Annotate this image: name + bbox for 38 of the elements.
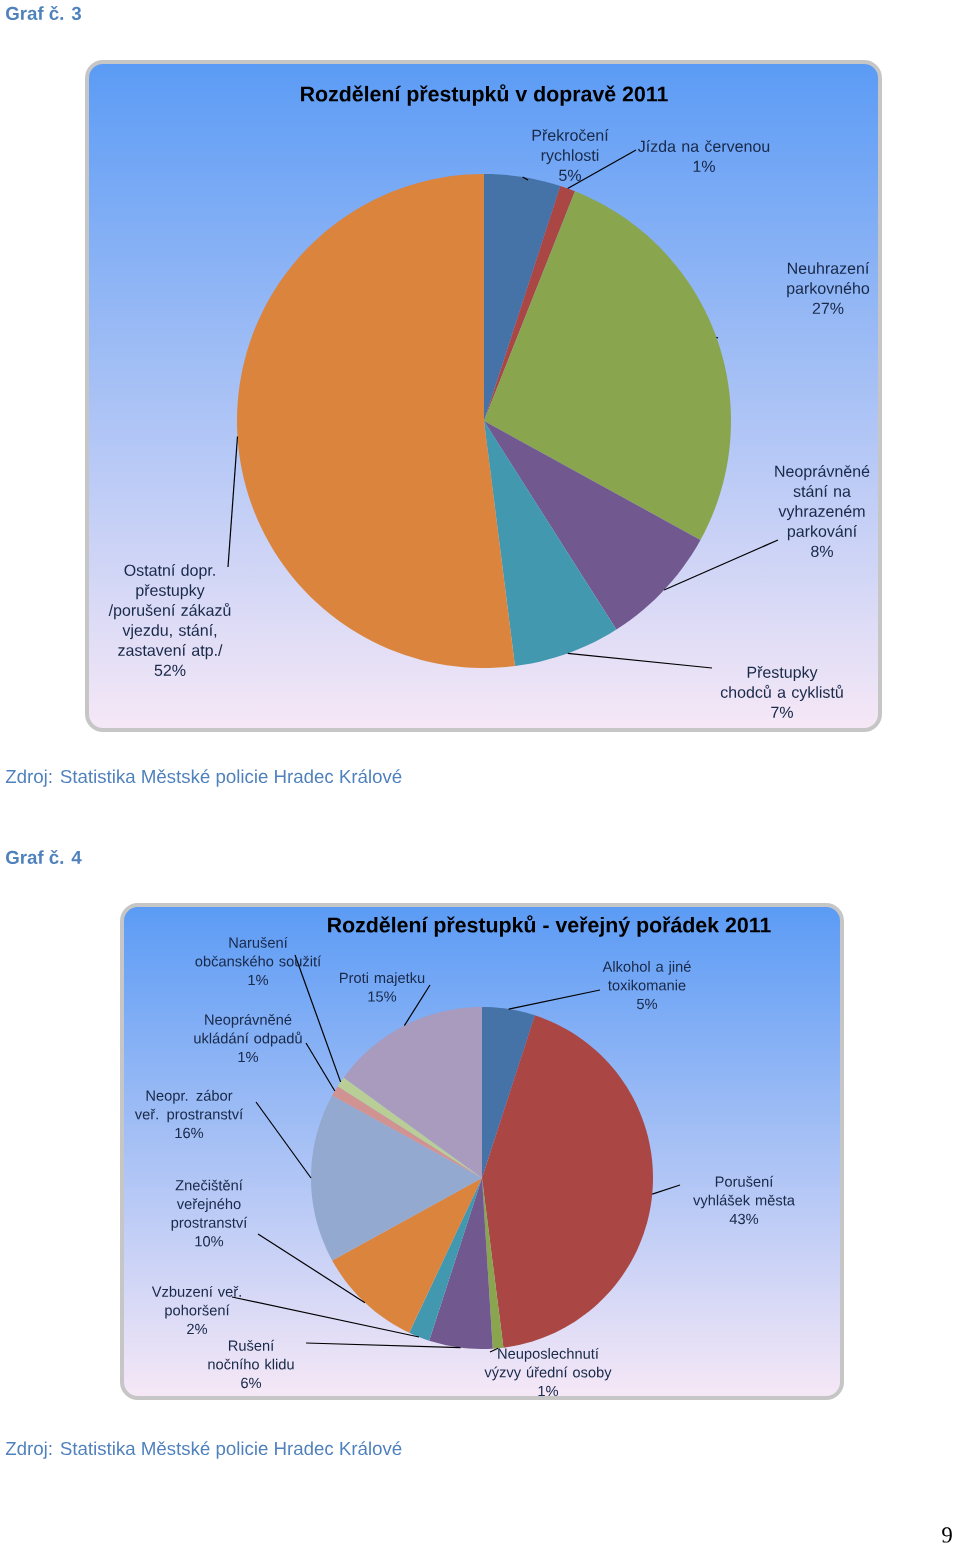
slice-label: Vzbuzení veř. pohoršení <box>151 1285 241 1319</box>
data-label: 16% <box>175 1127 204 1139</box>
data-label: 27% <box>812 302 844 314</box>
text: Zdroj: Statistika Městské policie Hradec Králové <box>5 769 402 787</box>
data-label: 5% <box>636 998 658 1010</box>
text: Zdroj: Statistika Městské policie Hradec Králové <box>5 1441 402 1459</box>
slice-label: Znečištění veřejného prostranství <box>171 1179 248 1231</box>
slice-label: Přestupky chodců a cyklistů <box>720 666 843 702</box>
slice-label: Proti majetku <box>340 972 425 986</box>
text: 9 <box>942 1527 952 1543</box>
data-label: 1% <box>238 1051 259 1063</box>
text: Graf č. 3 <box>6 5 82 21</box>
text: Graf č. 4 <box>6 849 82 865</box>
data-label: 52% <box>154 664 186 676</box>
slice-label: Neuposlechnutí výzvy úřední osoby <box>484 1347 612 1381</box>
chart-title: Rozdělení přestupků v dopravě 2011 <box>301 84 668 106</box>
slice-label: Rušení nočního klidu <box>208 1339 294 1370</box>
slice-label: Překročení rychlosti <box>532 129 609 165</box>
slice-label: Ostatní dopr. přestupky /porušení zákazů vjezdu, stání, zastavení atp./ <box>108 564 231 660</box>
data-label: 1% <box>538 1385 559 1397</box>
data-label: 5% <box>559 169 581 181</box>
data-label: 8% <box>811 545 833 557</box>
slice-label: Neopr. zábor veř. prostranství <box>134 1089 244 1123</box>
slice-label: Neoprávněné ukládání odpadů <box>194 1013 302 1047</box>
slice-label: Neuhrazení parkovného <box>787 262 870 298</box>
data-label: 7% <box>771 706 793 718</box>
data-label: 1% <box>693 160 715 172</box>
data-label: 10% <box>195 1236 224 1247</box>
data-label: 15% <box>368 991 397 1002</box>
data-label: 43% <box>729 1213 759 1225</box>
chart-title: Rozdělení přestupků - veřejný pořádek 2011 <box>328 915 771 937</box>
data-label: 6% <box>241 1377 262 1389</box>
data-label: 2% <box>187 1323 208 1335</box>
slice-label: Porušení vyhlášek města <box>693 1175 795 1209</box>
slice-label: Jízda na červenou <box>637 140 770 152</box>
slice-label: Alkohol a jiné toxikomanie <box>602 960 691 991</box>
slice-label: Neoprávněné stání na vyhrazeném parkování <box>775 465 870 541</box>
data-label: 1% <box>248 974 269 986</box>
